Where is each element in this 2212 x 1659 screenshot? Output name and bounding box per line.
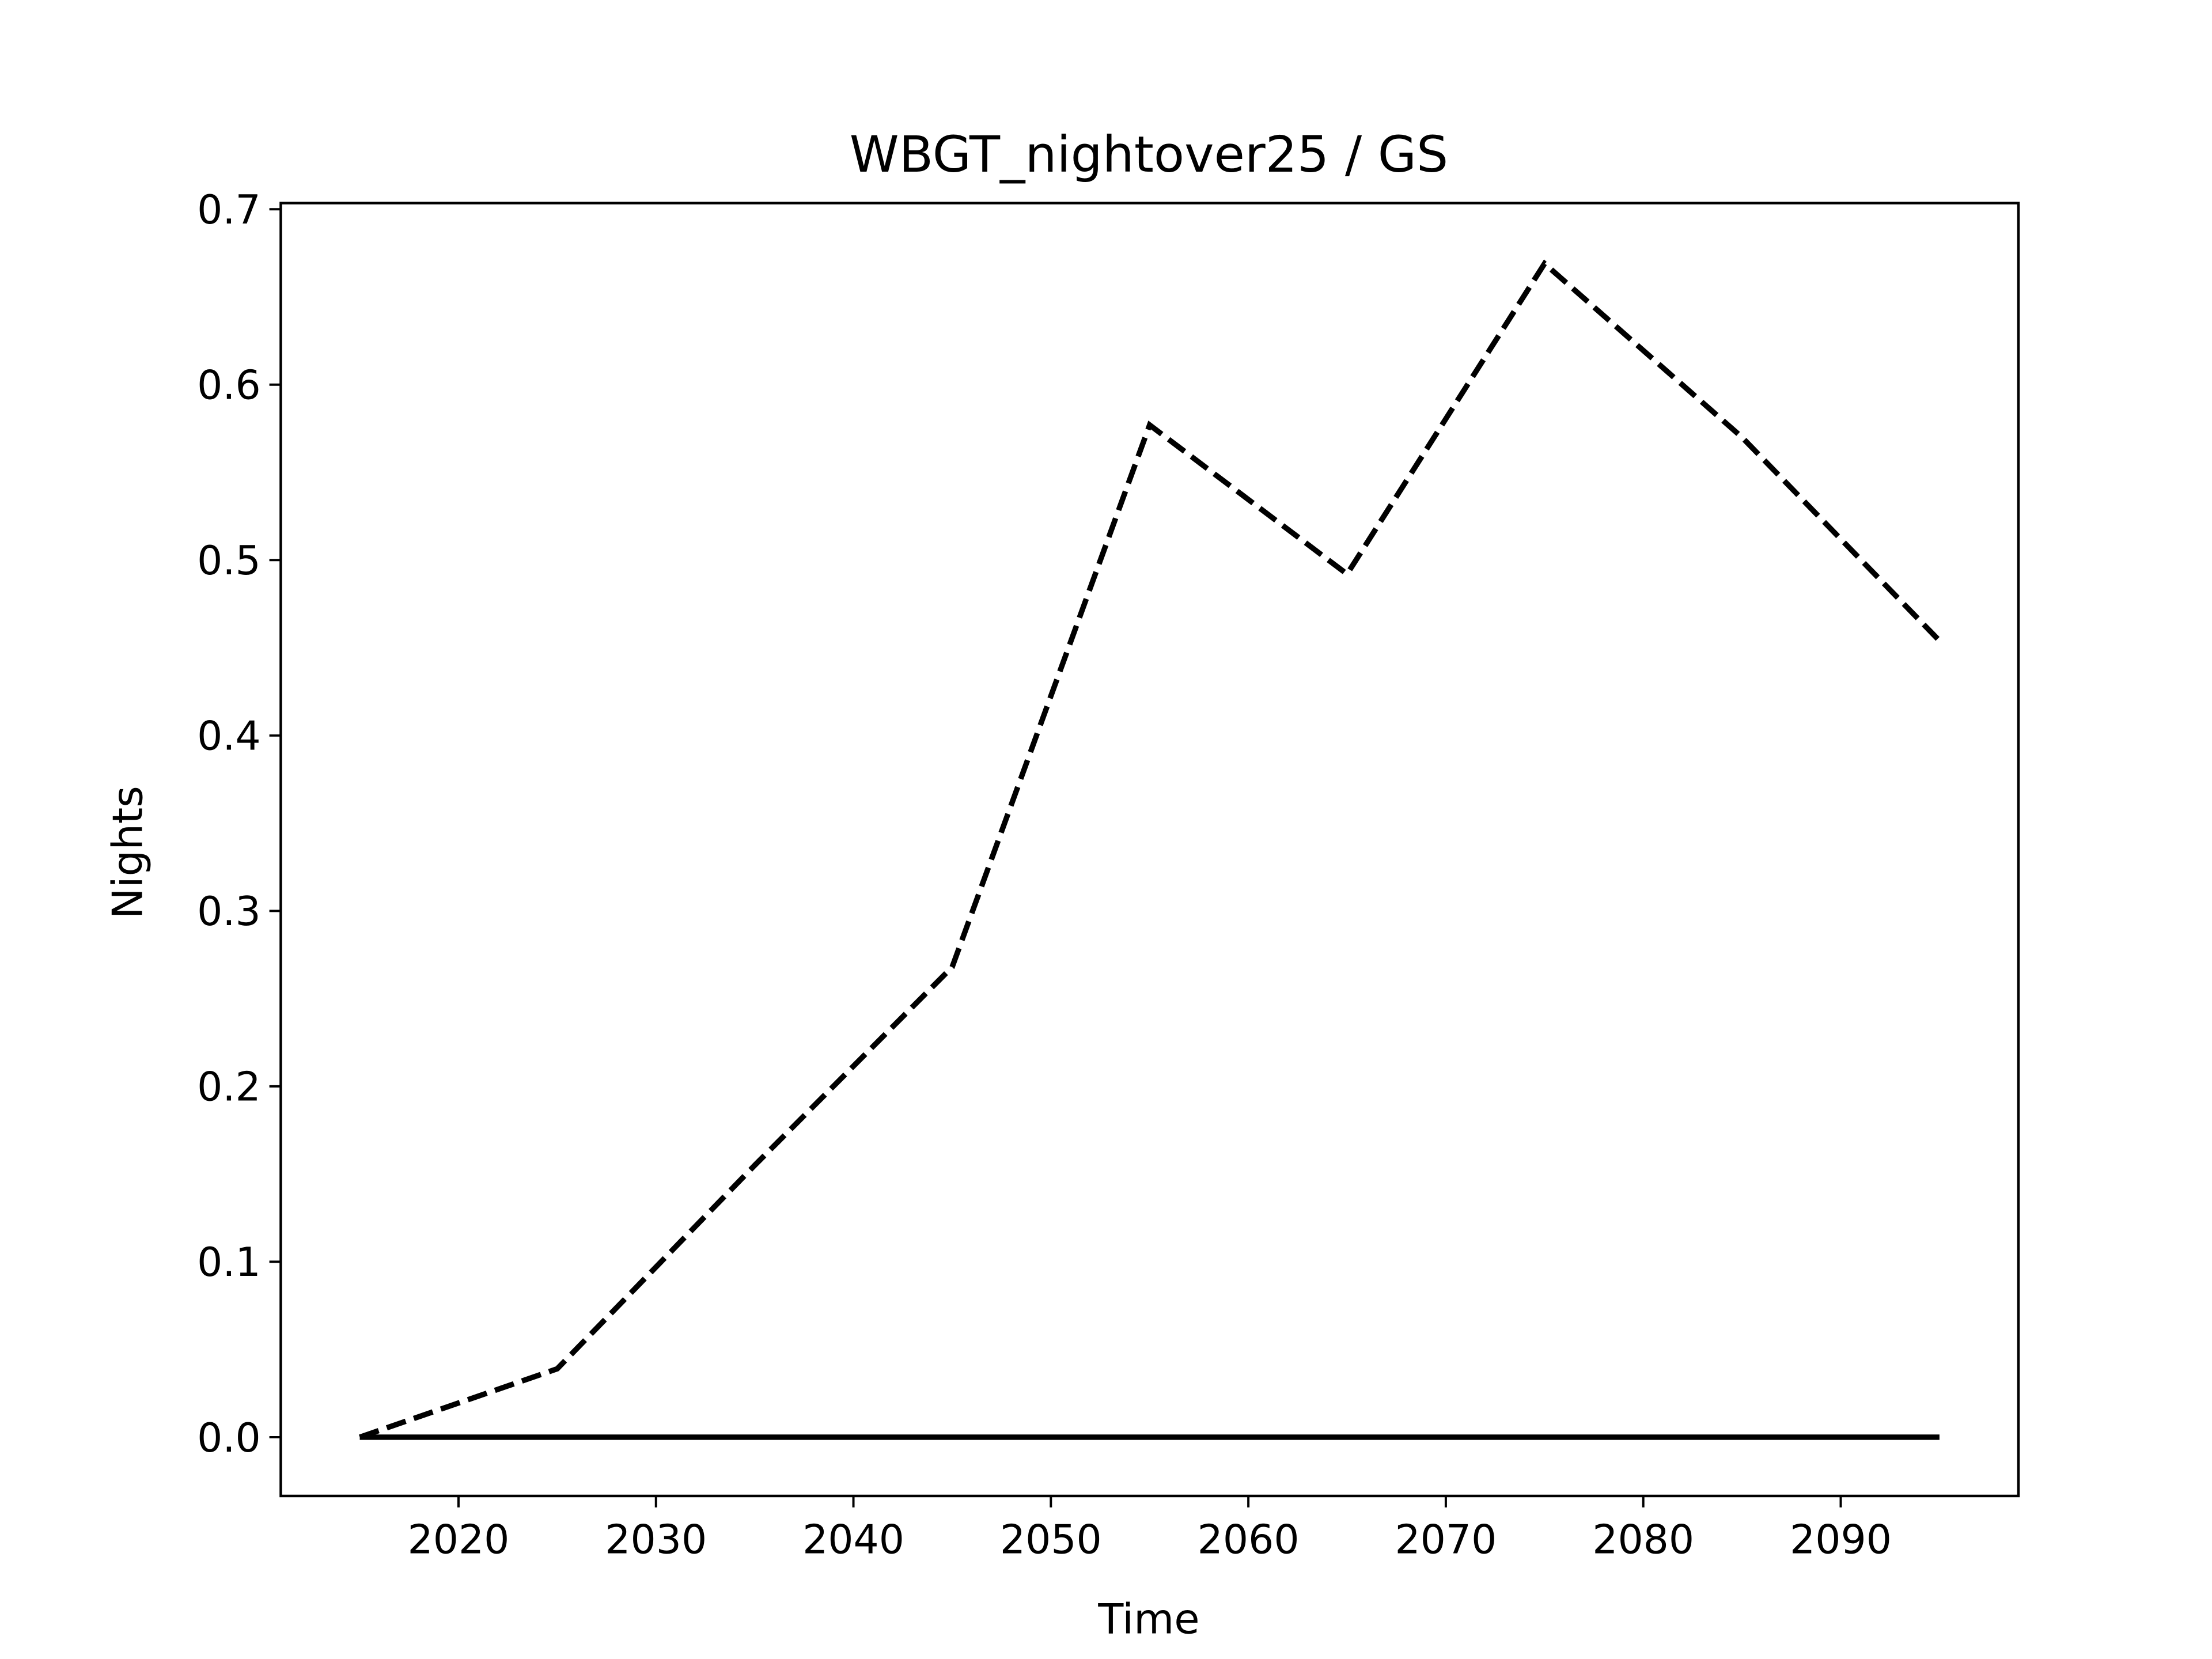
line-series [359,259,1942,1440]
y-tick-label: 0.0 [197,1415,261,1461]
y-tick-label: 0.1 [197,1239,261,1286]
x-tick-label: 2030 [605,1516,707,1563]
x-tick-label: 2020 [408,1516,510,1563]
y-tick-label: 0.5 [197,537,261,584]
x-tick-label: 2060 [1198,1516,1300,1563]
x-tick-label: 2090 [1790,1516,1892,1563]
y-tick-label: 0.3 [197,888,261,935]
y-tick-label: 0.6 [197,362,261,409]
x-tick-label: 2040 [802,1516,904,1563]
chart-title: WBGT_nightover25 / GS [850,126,1448,184]
x-tick-label: 2080 [1592,1516,1694,1563]
plot-frame [279,202,2020,1498]
x-tick-label: 2050 [1000,1516,1102,1563]
y-tick-label: 0.7 [197,187,261,233]
y-tick-label: 0.4 [197,713,261,760]
y-tick-label: 0.2 [197,1064,261,1111]
x-axis-label: Time [1097,1594,1199,1643]
x-tick-label: 2070 [1395,1516,1497,1563]
y-axis-label: Nights [104,786,152,919]
